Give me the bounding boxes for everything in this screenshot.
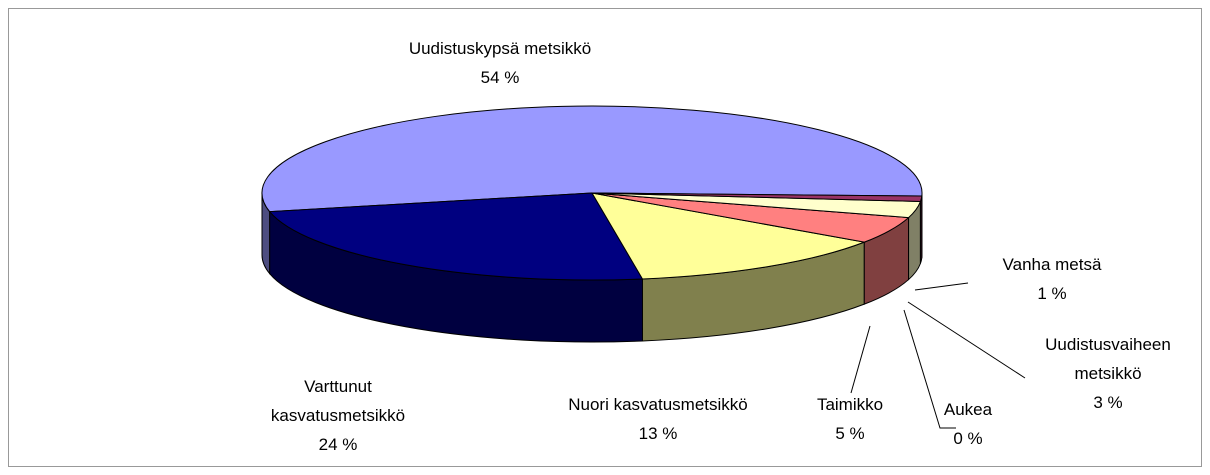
- slice-label: Uudistusvaiheen metsikkö 3 %: [1018, 330, 1198, 417]
- slice-label: Nuori kasvatusmetsikkö 13 %: [528, 390, 788, 448]
- category-label: Nuori kasvatusmetsikkö: [568, 395, 748, 414]
- category-label: Uudistusvaiheen metsikkö: [1045, 335, 1171, 383]
- leader-line: [907, 301, 1026, 379]
- leader-line: [914, 282, 969, 291]
- value-label: 0 %: [953, 429, 983, 448]
- category-label: Vanha metsä: [1002, 255, 1102, 274]
- pie-tops: [261, 105, 923, 281]
- category-label: Taimikko: [816, 395, 884, 414]
- pie-side: [919, 195, 923, 264]
- slice-label: Varttunut kasvatusmetsikkö 24 %: [253, 372, 423, 459]
- pie-slice: [591, 192, 923, 202]
- value-label: 13 %: [638, 424, 678, 443]
- value-label: 54 %: [480, 68, 520, 87]
- category-label: Varttunut kasvatusmetsikkö: [270, 377, 406, 425]
- leader-lines: [850, 282, 1026, 429]
- slice-label: Vanha metsä 1 %: [982, 250, 1122, 308]
- pie-sides: [261, 192, 923, 343]
- category-label: Uudistuskypsä metsikkö: [408, 39, 592, 58]
- slice-label: Uudistuskypsä metsikkö 54 %: [350, 34, 650, 92]
- value-label: 24 %: [318, 435, 358, 454]
- value-label: 1 %: [1037, 284, 1067, 303]
- pie-slice: [591, 192, 867, 280]
- slice-label: Aukea 0 %: [928, 395, 1008, 453]
- leader-line: [903, 309, 956, 429]
- leader-line: [850, 325, 871, 394]
- category-label: Aukea: [943, 400, 993, 419]
- slice-label: Taimikko 5 %: [790, 390, 910, 448]
- pie-slice: [261, 105, 923, 213]
- pie-slice: [268, 192, 644, 281]
- value-label: 5 %: [835, 424, 865, 443]
- value-label: 3 %: [1093, 393, 1123, 412]
